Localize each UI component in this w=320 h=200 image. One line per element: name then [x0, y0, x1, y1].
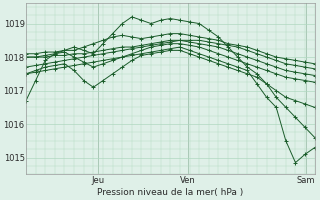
X-axis label: Pression niveau de la mer( hPa ): Pression niveau de la mer( hPa ) [97, 188, 244, 197]
